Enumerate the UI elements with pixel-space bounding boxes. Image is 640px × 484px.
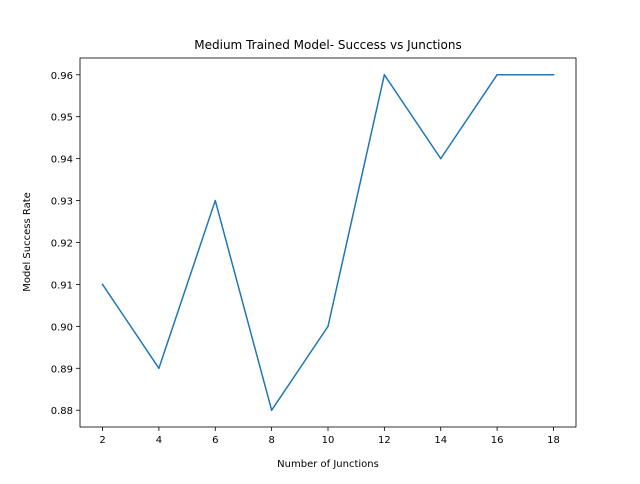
x-tick-label: 8 <box>268 435 274 446</box>
y-tick-label: 0.88 <box>51 406 73 417</box>
y-tick-label: 0.96 <box>51 71 73 82</box>
x-tick-label: 12 <box>378 435 391 446</box>
data-point <box>214 199 217 202</box>
y-tick-label: 0.92 <box>51 239 73 250</box>
x-tick-label: 18 <box>547 435 560 446</box>
data-point <box>552 74 555 76</box>
x-axis-label: Number of Junctions <box>277 459 379 470</box>
data-point <box>439 157 442 160</box>
data-point <box>327 325 329 328</box>
y-tick-label: 0.93 <box>51 197 73 208</box>
x-tick-label: 14 <box>434 435 447 446</box>
x-tick-label: 4 <box>156 435 162 446</box>
y-tick-label: 0.90 <box>51 322 73 333</box>
x-tick-label: 16 <box>491 435 504 446</box>
x-tick-label: 2 <box>99 435 105 446</box>
y-axis-label: Model Success Rate <box>22 192 33 292</box>
axes-frame <box>79 57 577 428</box>
data-point <box>270 409 273 411</box>
y-tick-label: 0.95 <box>51 113 73 124</box>
x-tick-label: 6 <box>212 435 218 446</box>
y-tick-label: 0.89 <box>51 364 73 375</box>
y-tick-label: 0.91 <box>51 280 73 291</box>
plot-area: 2 4 6 8 10 12 14 16 18 0.88 0.89 0.90 0.91 0.92 0.93 0.… <box>51 57 577 446</box>
x-tick-label: 10 <box>322 435 335 446</box>
data-point <box>383 74 386 76</box>
data-point <box>158 367 160 370</box>
y-tick-label: 0.94 <box>51 155 73 166</box>
data-point <box>101 283 104 286</box>
data-point <box>496 74 498 76</box>
chart-title: Medium Trained Model- Success vs Junctio… <box>194 38 461 52</box>
